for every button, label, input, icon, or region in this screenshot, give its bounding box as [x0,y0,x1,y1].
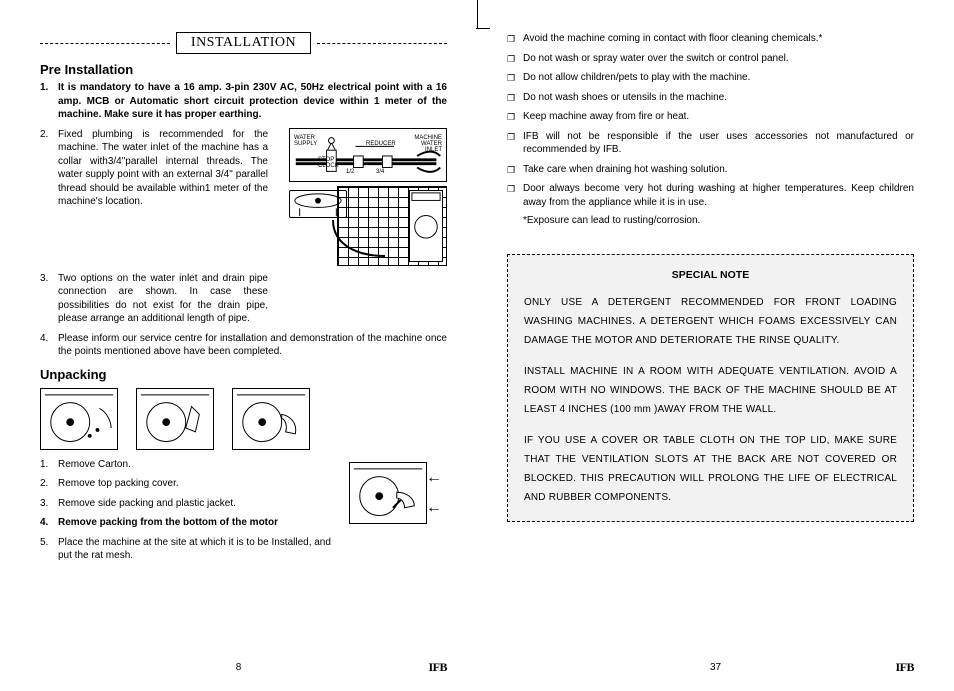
bullet-icon: ❐ [507,110,523,124]
header-dash-left [40,43,170,44]
fig-label-watersupply: WATERSUPPLY [294,135,317,147]
plumbing-grid-figure [289,186,447,266]
inlet-diagram: WATERSUPPLY STOPCLOCK REDUCER MACHINEWAT… [289,128,447,266]
left-page: INSTALLATION Pre Installation 1. It is m… [0,0,477,691]
special-note-para: IF YOU USE A COVER OR TABLE CLOTH ON THE… [524,431,897,507]
unpack-fig-4: ← ← [349,462,427,524]
spread: INSTALLATION Pre Installation 1. It is m… [0,0,954,691]
list-item: 5.Place the machine at the site at which… [40,536,340,563]
special-note-para: INSTALL MACHINE IN A ROOM WITH ADEQUATE … [524,362,897,419]
brand-logo: IFB [895,660,914,675]
page-number: 37 [710,662,721,673]
section-header: INSTALLATION [40,32,447,54]
unpacking-figures: → ↷ ↓ → [40,388,447,450]
bullet-icon: ❐ [507,91,523,105]
arrow-right-icon: → [309,413,310,431]
list-item: ❐Take care when draining hot washing sol… [507,163,914,177]
unpack-list: 1.Remove Carton. 2.Remove top packing co… [40,458,340,563]
inlet-figure-box: WATERSUPPLY STOPCLOCK REDUCER MACHINEWAT… [289,128,447,182]
list-item: ❐Do not wash shoes or utensils in the ma… [507,91,914,105]
arrow-right-icon: → [117,413,118,431]
pre-installation-heading: Pre Installation [40,62,447,77]
unpack-fig-1: → [40,388,118,450]
fig-label-machineinlet: MACHINEWATERINLET [414,135,442,153]
list-item: ❐Keep machine away from fire or heat. [507,110,914,124]
page-number: 8 [236,662,242,673]
bullet-icon: ❐ [507,52,523,66]
list-item: ❐Do not allow children/pets to play with… [507,71,914,85]
bullet-icon: ❐ [507,71,523,85]
arrow-left-icon: ← [426,469,442,487]
bullet-icon: ❐ [507,130,523,157]
unpack-list-wrap: ← ← 1.Remove Carton. 2.Remove top packin… [40,458,447,563]
left-footer: 8 IFB [0,662,477,673]
special-note-para: ONLY USE A DETERGENT RECOMMENDED FOR FRO… [524,293,897,350]
right-footer: 37 IFB [477,662,954,673]
unpacking-heading: Unpacking [40,367,447,382]
basin-icon [289,190,347,218]
special-note-title: SPECIAL NOTE [524,269,897,281]
list-item: ❐Avoid the machine coming in contact wit… [507,32,914,46]
list-item: 2. WATERSUPPLY STOPCLOCK REDUCER MACHINE… [40,128,447,266]
list-item: 4.Remove packing from the bottom of the … [40,516,340,530]
fig-label-half: 1/2 [346,169,354,175]
right-page: ❐Avoid the machine coming in contact wit… [477,0,954,691]
list-item: 1.Remove Carton. [40,458,340,472]
list-item: 3. Two options on the water inlet and dr… [40,272,447,326]
bullet-icon: ❐ [507,182,523,209]
header-dash-right [317,43,447,44]
fig-label-reducer: REDUCER [366,141,396,147]
brand-logo: IFB [428,660,447,675]
list-item: 4. Please inform our service centre for … [40,332,447,359]
section-title: INSTALLATION [176,32,311,54]
safety-bullet-list: ❐Avoid the machine coming in contact wit… [507,32,914,209]
machine-side-icon [409,190,443,262]
arrow-left-icon: ← [426,499,442,517]
bullet-icon: ❐ [507,32,523,46]
bullet-icon: ❐ [507,163,523,177]
list-item: 1. It is mandatory to have a 16 amp. 3-p… [40,81,447,122]
special-note-box: SPECIAL NOTE ONLY USE A DETERGENT RECOMM… [507,254,914,522]
drain-hose-icon [329,216,389,264]
footnote: *Exposure can lead to rusting/corrosion. [523,215,914,226]
list-item: 3.Remove side packing and plastic jacket… [40,497,340,511]
list-item: ❐IFB will not be responsible if the user… [507,130,914,157]
fig-label-stopclock: STOPCLOCK [318,157,339,169]
unpack-fig-3: → [232,388,310,450]
list-item: 2.Remove top packing cover. [40,477,340,491]
list-item: ❐Door always become very hot during wash… [507,182,914,209]
pre-install-list: 1. It is mandatory to have a 16 amp. 3-p… [40,81,447,359]
unpack-fig-2: ↷ ↓ [136,388,214,450]
list-item: ❐Do not wash or spray water over the swi… [507,52,914,66]
fig-label-34: 3/4 [376,169,384,175]
